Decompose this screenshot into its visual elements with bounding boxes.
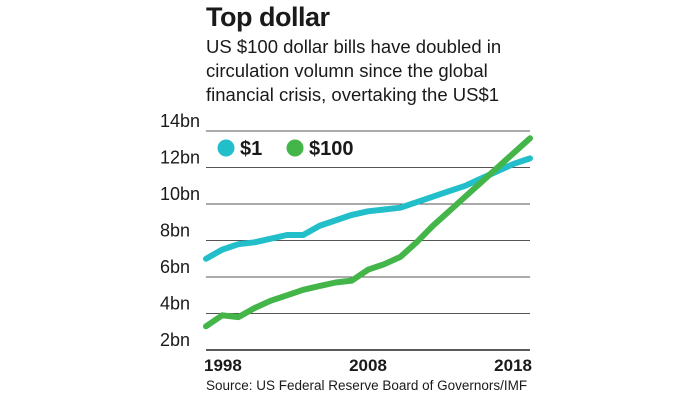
legend-swatch-one-dollar	[217, 139, 235, 157]
y-tick-label: 12bn	[160, 148, 200, 168]
chart-title: Top dollar	[206, 2, 330, 32]
legend-label-one-dollar: $1	[240, 138, 262, 160]
y-tick-label: 2bn	[160, 330, 190, 350]
chart-subtitle: US $100 dollar bills have doubled in cir…	[206, 36, 502, 105]
y-tick-label: 4bn	[160, 294, 190, 314]
legend-label-hundred-dollar: $100	[309, 138, 354, 160]
y-tick-label: 8bn	[160, 221, 190, 241]
x-tick-label-2008: 2008	[349, 356, 387, 375]
series-line-hundred-dollar	[203, 135, 533, 330]
source-note: Source: US Federal Reserve Board of Gove…	[206, 378, 528, 393]
x-tick-label-2018: 2018	[494, 356, 532, 375]
legend-swatch-hundred-dollar	[286, 139, 304, 157]
x-tick-label-1998: 1998	[204, 356, 242, 375]
y-tick-label: 14bn	[160, 111, 200, 131]
y-tick-label: 6bn	[160, 257, 190, 277]
series-line-one-dollar	[203, 155, 533, 262]
y-tick-label: 10bn	[160, 184, 200, 204]
